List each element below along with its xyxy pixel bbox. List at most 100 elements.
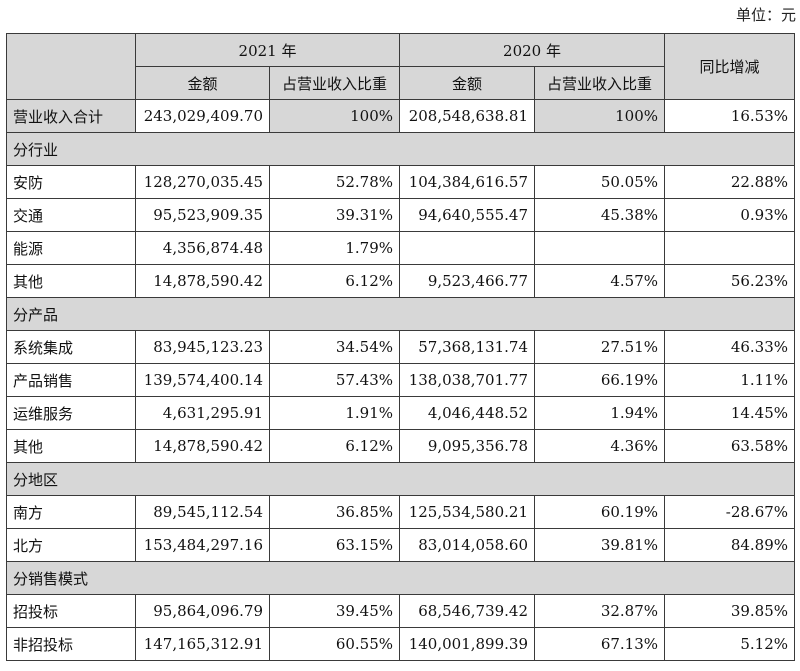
ratio-2021-cell: 1.79% bbox=[268, 231, 401, 265]
row-label: 安防 bbox=[6, 165, 136, 199]
amount-2020-cell: 83,014,058.60 bbox=[399, 528, 536, 562]
ratio-2020-cell: 67.13% bbox=[534, 627, 666, 661]
amount-2021-cell: 14,878,590.42 bbox=[135, 264, 270, 298]
yoy-cell: -28.67% bbox=[664, 495, 796, 529]
total-row: 营业收入合计 243,029,409.70 100% 208,548,638.8… bbox=[6, 99, 796, 133]
yoy-cell: 46.33% bbox=[664, 330, 796, 364]
section-row: 分行业 bbox=[5, 132, 796, 166]
row-label: 其他 bbox=[6, 429, 136, 463]
header-ratio-2020: 占营业收入比重 bbox=[534, 66, 666, 100]
header-year-2020: 2020 年 bbox=[399, 33, 666, 67]
section-title: 分地区 bbox=[5, 462, 796, 496]
ratio-2020-cell: 60.19% bbox=[534, 495, 666, 529]
table-row: 其他 14,878,590.42 6.12% 9,523,466.77 4.57% 56.… bbox=[6, 264, 796, 298]
ratio-2021-cell: 52.78% bbox=[268, 165, 401, 199]
row-label: 招投标 bbox=[6, 594, 136, 628]
ratio-2021-cell: 6.12% bbox=[268, 264, 401, 298]
section-title: 分行业 bbox=[5, 132, 796, 166]
header-ratio-2021: 占营业收入比重 bbox=[268, 66, 401, 100]
table-row: 运维服务 4,631,295.91 1.91% 4,046,448.52 1.94% 14… bbox=[6, 396, 796, 430]
ratio-2021-cell: 39.45% bbox=[268, 594, 401, 628]
yoy-cell: 1.11% bbox=[664, 363, 796, 397]
row-label: 产品销售 bbox=[6, 363, 136, 397]
amount-2021-cell: 4,356,874.48 bbox=[135, 231, 270, 265]
row-label: 北方 bbox=[6, 528, 136, 562]
yoy-cell: 22.88% bbox=[664, 165, 796, 199]
amount-2020-cell: 9,523,466.77 bbox=[399, 264, 536, 298]
ratio-2021-cell: 36.85% bbox=[268, 495, 401, 529]
yoy-cell: 16.53% bbox=[664, 99, 796, 133]
amount-2020-cell: 138,038,701.77 bbox=[399, 363, 536, 397]
row-label: 南方 bbox=[6, 495, 136, 529]
yoy-cell: 14.45% bbox=[664, 396, 796, 430]
yoy-cell: 0.93% bbox=[664, 198, 796, 232]
yoy-cell: 84.89% bbox=[664, 528, 796, 562]
row-label: 营业收入合计 bbox=[6, 99, 136, 133]
ratio-2021-cell: 34.54% bbox=[268, 330, 401, 364]
ratio-2020-cell: 4.57% bbox=[534, 264, 666, 298]
amount-2020-cell bbox=[399, 231, 536, 265]
amount-2021-cell: 95,864,096.79 bbox=[135, 594, 270, 628]
ratio-2021-cell: 39.31% bbox=[268, 198, 401, 232]
table-row: 非招投标 147,165,312.91 60.55% 140,001,899.39 67… bbox=[6, 627, 796, 661]
table-row: 产品销售 139,574,400.14 57.43% 138,038,701.77 66… bbox=[6, 363, 796, 397]
amount-2020-cell: 208,548,638.81 bbox=[399, 99, 536, 133]
ratio-2021-cell: 60.55% bbox=[268, 627, 401, 661]
amount-2021-cell: 83,945,123.23 bbox=[135, 330, 270, 364]
amount-2021-cell: 153,484,297.16 bbox=[135, 528, 270, 562]
ratio-2020-cell: 100% bbox=[534, 99, 666, 133]
table-row: 系统集成 83,945,123.23 34.54% 57,368,131.74 27.5… bbox=[6, 330, 796, 364]
amount-2020-cell: 104,384,616.57 bbox=[399, 165, 536, 199]
table-row: 招投标 95,864,096.79 39.45% 68,546,739.42 32.87… bbox=[6, 594, 796, 628]
ratio-2021-cell: 100% bbox=[268, 99, 401, 133]
amount-2020-cell: 94,640,555.47 bbox=[399, 198, 536, 232]
row-label: 系统集成 bbox=[6, 330, 136, 364]
amount-2020-cell: 57,368,131.74 bbox=[399, 330, 536, 364]
ratio-2021-cell: 57.43% bbox=[268, 363, 401, 397]
yoy-cell: 5.12% bbox=[664, 627, 796, 661]
ratio-2020-cell bbox=[534, 231, 666, 265]
header-year-2021: 2021 年 bbox=[134, 33, 401, 67]
table-row: 其他 14,878,590.42 6.12% 9,095,356.78 4.36% 63.… bbox=[6, 429, 796, 463]
amount-2020-cell: 4,046,448.52 bbox=[399, 396, 536, 430]
row-label: 交通 bbox=[6, 198, 136, 232]
yoy-cell bbox=[664, 231, 796, 265]
yoy-cell: 56.23% bbox=[664, 264, 796, 298]
header-amount-2021: 金额 bbox=[135, 66, 270, 100]
ratio-2020-cell: 39.81% bbox=[534, 528, 666, 562]
table-row: 南方 89,545,112.54 36.85% 125,534,580.21 60.19… bbox=[6, 495, 796, 529]
section-title: 分产品 bbox=[5, 297, 796, 331]
table-row: 能源 4,356,874.48 1.79% bbox=[6, 231, 796, 265]
amount-2021-cell: 128,270,035.45 bbox=[135, 165, 270, 199]
amount-2020-cell: 68,546,739.42 bbox=[399, 594, 536, 628]
ratio-2021-cell: 63.15% bbox=[268, 528, 401, 562]
amount-2021-cell: 147,165,312.91 bbox=[135, 627, 270, 661]
ratio-2020-cell: 66.19% bbox=[534, 363, 666, 397]
row-label: 运维服务 bbox=[6, 396, 136, 430]
yoy-cell: 63.58% bbox=[664, 429, 796, 463]
table-row: 交通 95,523,909.35 39.31% 94,640,555.47 45.38%… bbox=[6, 198, 796, 232]
header-yoy: 同比增减 bbox=[664, 33, 796, 100]
ratio-2021-cell: 1.91% bbox=[268, 396, 401, 430]
yoy-cell: 39.85% bbox=[664, 594, 796, 628]
ratio-2021-cell: 6.12% bbox=[268, 429, 401, 463]
section-row: 分销售模式 bbox=[5, 561, 796, 595]
amount-2020-cell: 9,095,356.78 bbox=[399, 429, 536, 463]
unit-label: 单位：元 bbox=[735, 6, 796, 24]
amount-2021-cell: 14,878,590.42 bbox=[135, 429, 270, 463]
ratio-2020-cell: 32.87% bbox=[534, 594, 666, 628]
revenue-table: 2021 年 2020 年 同比增减 金额 占营业收入比重 金额 占营业收入比重… bbox=[5, 33, 796, 661]
table-body: 营业收入合计 243,029,409.70 100% 208,548,638.8… bbox=[5, 99, 796, 661]
amount-2020-cell: 125,534,580.21 bbox=[399, 495, 536, 529]
amount-2021-cell: 243,029,409.70 bbox=[135, 99, 270, 133]
header-row-years: 2021 年 2020 年 同比增减 bbox=[6, 33, 796, 100]
ratio-2020-cell: 4.36% bbox=[534, 429, 666, 463]
ratio-2020-cell: 45.38% bbox=[534, 198, 666, 232]
section-row: 分产品 bbox=[5, 297, 796, 331]
table-row: 安防 128,270,035.45 52.78% 104,384,616.57 50.0… bbox=[6, 165, 796, 199]
section-row: 分地区 bbox=[5, 462, 796, 496]
amount-2021-cell: 89,545,112.54 bbox=[135, 495, 270, 529]
ratio-2020-cell: 50.05% bbox=[534, 165, 666, 199]
row-label: 能源 bbox=[6, 231, 136, 265]
amount-2021-cell: 139,574,400.14 bbox=[135, 363, 270, 397]
